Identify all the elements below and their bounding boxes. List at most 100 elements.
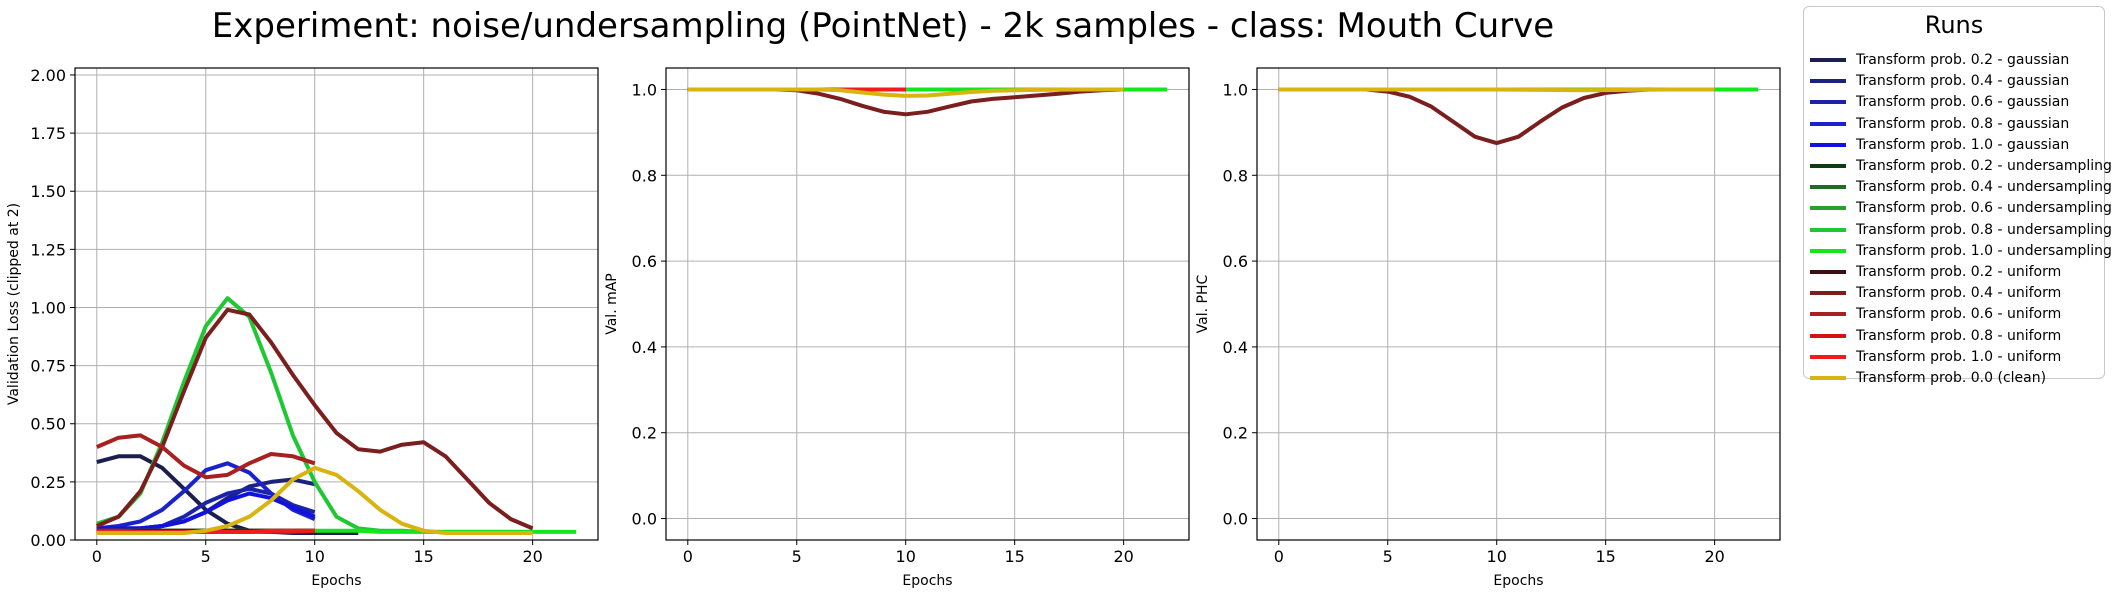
y-tick-label-7: 1.75 — [30, 124, 66, 143]
legend-label: Transform prob. 0.8 - uniform — [1856, 327, 2062, 344]
series-line-15 — [687, 87, 1124, 98]
y-tick-label-6: 1.50 — [30, 182, 66, 201]
legend-swatch — [1810, 312, 1846, 317]
series-line-12 — [96, 433, 316, 480]
legend-entry: Transform prob. 0.2 - gaussian — [1804, 50, 2104, 71]
legend-label: Transform prob. 0.8 - gaussian — [1856, 115, 2070, 132]
legend-swatch — [1810, 164, 1846, 168]
legend-swatch — [1810, 206, 1846, 211]
y-tick-label-4: 0.8 — [632, 166, 657, 185]
plot-frame — [1256, 67, 1781, 541]
loss-chart: 0 5 10 15 20 0.00 0.25 0.50 0.75 1.00 1.25 1.50 1.75… — [6, 66, 599, 589]
legend-entry: Transform prob. 0.6 - undersampling — [1804, 198, 2112, 219]
x-axis-label: Epochs — [902, 573, 952, 589]
series-line-4 — [96, 491, 316, 531]
y-tick-label-5: 1.0 — [632, 80, 657, 99]
phc-chart: 0 5 10 15 20 0.0 0.2 0.4 0.6 0.8 1.0 Epochs Val. PHC — [1195, 67, 1781, 589]
series-line-0 — [96, 454, 359, 535]
legend-entry: Transform prob. 0.8 - gaussian — [1804, 114, 2104, 135]
plot-frame — [665, 67, 1190, 541]
legend-swatch — [1810, 227, 1846, 232]
plot-frame — [74, 67, 599, 541]
x-tick-label-0: 0 — [92, 547, 102, 566]
series-line-15 — [96, 465, 533, 535]
legend-swatch — [1810, 121, 1846, 126]
y-tick-label-1: 0.25 — [30, 473, 66, 492]
legend-entry: Transform prob. 1.0 - gaussian — [1804, 135, 2104, 156]
y-tick-label-2: 0.4 — [1223, 338, 1248, 357]
legend-swatch — [1810, 100, 1846, 105]
x-tick-label-2: 10 — [896, 547, 916, 566]
legend-label: Transform prob. 1.0 - uniform — [1856, 348, 2062, 365]
y-tick-label-4: 1.00 — [30, 298, 66, 317]
legend-swatch — [1810, 185, 1846, 190]
legend-label: Transform prob. 0.2 - gaussian — [1856, 52, 2070, 68]
x-tick-label-2: 10 — [305, 547, 325, 566]
legend-label: Transform prob. 1.0 - gaussian — [1856, 136, 2070, 153]
y-tick-label-2: 0.50 — [30, 415, 66, 434]
y-axis-label: Val. PHC — [1195, 274, 1211, 333]
legend-swatch — [1810, 79, 1846, 84]
legend-entry: Transform prob. 0.4 - undersampling — [1804, 177, 2112, 198]
y-tick-label-8: 2.00 — [30, 66, 66, 85]
legend-swatch — [1810, 142, 1846, 147]
y-tick-label-3: 0.6 — [632, 252, 657, 271]
x-tick-label-3: 15 — [413, 547, 433, 566]
y-tick-label-4: 0.8 — [1223, 166, 1248, 185]
legend-label: Transform prob. 0.0 (clean) — [1856, 370, 2047, 386]
figure-title: Experiment: noise/undersampling (PointNe… — [211, 6, 1555, 46]
x-axis-label: Epochs — [1493, 573, 1543, 589]
x-tick-label-0: 0 — [683, 547, 693, 566]
x-tick-label-0: 0 — [1274, 547, 1284, 566]
map-chart: 0 5 10 15 20 0.0 0.2 0.4 0.6 0.8 1.0 Epochs Val. mAP — [604, 67, 1190, 589]
legend-entry: Transform prob. 1.0 - uniform — [1804, 347, 2104, 368]
legend-entry: Transform prob. 0.8 - undersampling — [1804, 220, 2112, 241]
legend-entry: Transform prob. 0.6 - gaussian — [1804, 92, 2104, 113]
y-tick-label-0: 0.0 — [632, 510, 657, 529]
x-tick-label-3: 15 — [1004, 547, 1024, 566]
legend-label: Transform prob. 0.4 - undersampling — [1856, 179, 2112, 196]
legend-label: Transform prob. 0.6 - uniform — [1856, 306, 2062, 323]
legend-swatch — [1810, 376, 1846, 380]
legend-swatch — [1810, 270, 1846, 274]
series-line-11 — [96, 307, 534, 531]
x-axis-label: Epochs — [311, 573, 361, 589]
legend-title: Runs — [1924, 11, 1984, 39]
y-tick-label-2: 0.4 — [632, 338, 657, 357]
legend: Runs Transform prob. 0.2 - gaussian Trans… — [1803, 6, 2112, 386]
legend-label: Transform prob. 0.8 - undersampling — [1856, 221, 2112, 238]
legend-label: Transform prob. 1.0 - undersampling — [1856, 242, 2112, 259]
y-tick-label-1: 0.2 — [632, 424, 657, 443]
x-tick-label-4: 20 — [1113, 547, 1133, 566]
legend-entry: Transform prob. 0.2 - undersampling — [1804, 156, 2112, 177]
legend-label: Transform prob. 0.6 - undersampling — [1856, 200, 2112, 217]
x-tick-label-3: 15 — [1595, 547, 1615, 566]
y-tick-label-3: 0.75 — [30, 357, 66, 376]
legend-label: Transform prob. 0.4 - gaussian — [1856, 73, 2070, 90]
x-tick-label-1: 5 — [201, 547, 211, 566]
legend-entry: Transform prob. 0.2 - uniform — [1804, 262, 2104, 283]
legend-label: Transform prob. 0.4 - uniform — [1856, 285, 2062, 302]
legend-label: Transform prob. 0.2 - undersampling — [1856, 158, 2112, 174]
y-tick-label-0: 0.00 — [30, 531, 66, 550]
legend-swatch — [1810, 354, 1846, 359]
x-tick-label-4: 20 — [1704, 547, 1724, 566]
y-tick-label-5: 1.25 — [30, 240, 66, 259]
series-line-15 — [1278, 87, 1715, 93]
y-axis-label: Validation Loss (clipped at 2) — [6, 203, 22, 405]
legend-entry: Transform prob. 0.4 - gaussian — [1804, 71, 2104, 92]
y-tick-label-1: 0.2 — [1223, 424, 1248, 443]
y-tick-label-3: 0.6 — [1223, 252, 1248, 271]
legend-swatch — [1810, 291, 1846, 296]
x-tick-label-1: 5 — [1383, 547, 1393, 566]
legend-swatch — [1810, 333, 1846, 338]
legend-entry: Transform prob. 1.0 - undersampling — [1804, 241, 2112, 262]
x-tick-label-4: 20 — [522, 547, 542, 566]
legend-entry: Transform prob. 0.8 - uniform — [1804, 326, 2104, 347]
legend-label: Transform prob. 0.2 - uniform — [1856, 264, 2062, 280]
y-axis-label: Val. mAP — [604, 273, 620, 335]
legend-label: Transform prob. 0.6 - gaussian — [1856, 94, 2070, 111]
legend-entry: Transform prob. 0.6 - uniform — [1804, 304, 2104, 325]
legend-swatch — [1810, 58, 1846, 62]
legend-swatch — [1810, 248, 1846, 253]
